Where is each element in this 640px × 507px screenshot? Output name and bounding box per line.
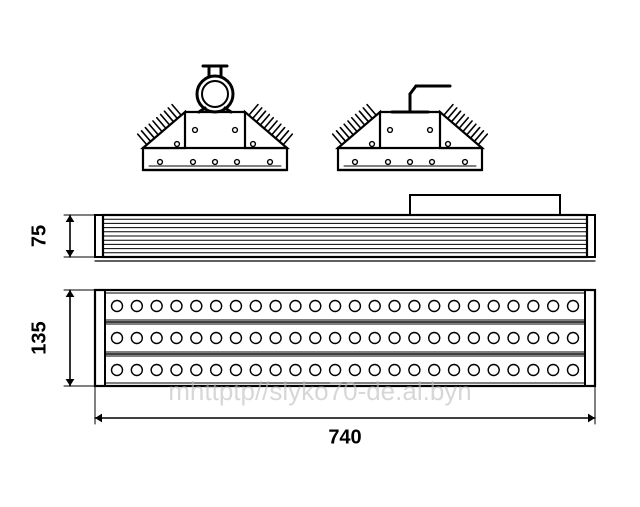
watermark: mhttptp//slyko70-de.al.byn (168, 376, 472, 406)
dim-label-height-bottom: 135 (28, 321, 50, 354)
cross-section-profile (333, 86, 488, 170)
side-elevation (64, 195, 595, 261)
dim-label-width: 740 (328, 426, 361, 448)
dim-label-height-side: 75 (28, 225, 50, 247)
cross-section-profile (138, 66, 293, 170)
